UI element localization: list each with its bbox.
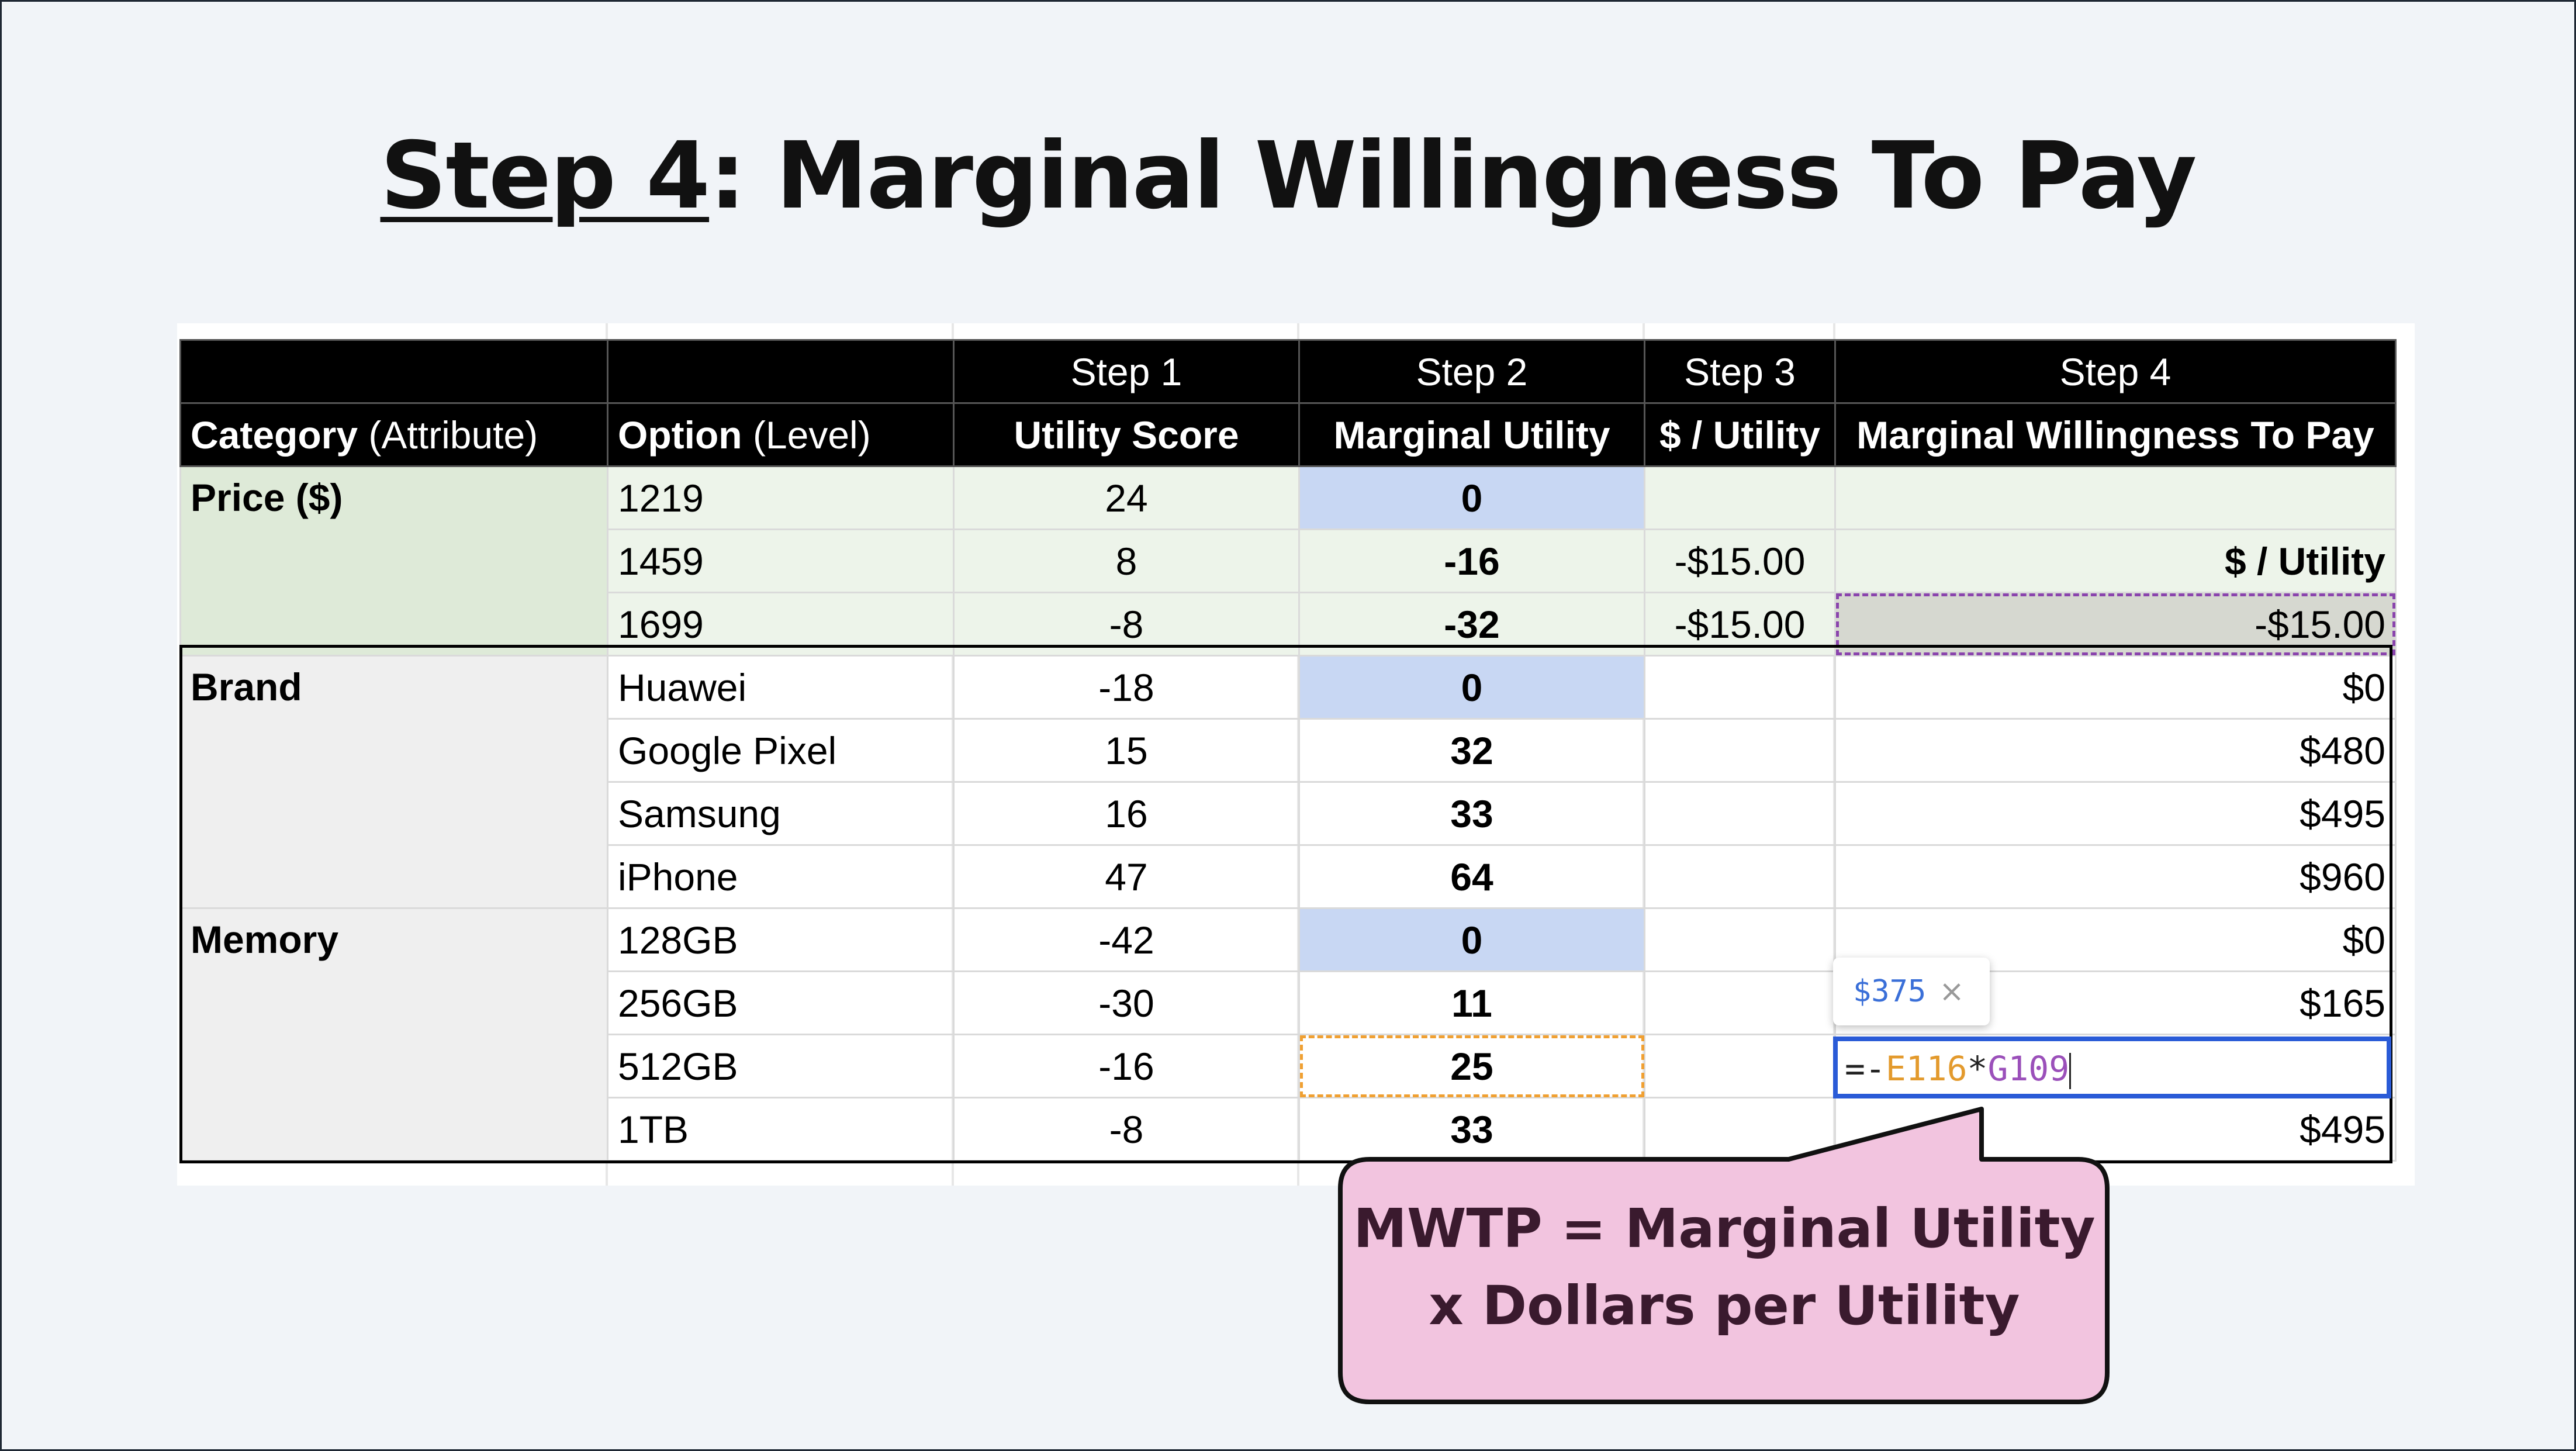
utility-cell[interactable]: -8 [953,1097,1300,1162]
dollar-cell[interactable] [1644,1034,1836,1098]
dollar-cell[interactable] [1644,655,1836,720]
table-row: 1459 8 -16 -$15.00 $ / Utility [181,528,2397,593]
formula-input[interactable]: =-E116*G109 [1833,1037,2391,1098]
tooltip-value: $375 [1853,974,1927,1009]
option-cell[interactable]: Google Pixel [607,718,955,783]
mwtp-referenced-cell[interactable]: -$15.00 [1834,592,2397,657]
utility-cell[interactable]: 24 [953,465,1300,530]
mwtp-cell[interactable]: $495 [1834,781,2397,846]
header-row-columns: Category (Attribute) Option (Level) Util… [179,402,2397,467]
formula-ref-marginal: E116 [1885,1049,1968,1089]
formula-ref-dollar: G109 [1987,1049,2070,1089]
mwtp-cell[interactable]: $960 [1834,844,2397,909]
marginal-cell-baseline[interactable]: 0 [1298,655,1645,720]
mwtp-cell[interactable]: $0 [1834,655,2397,720]
utility-cell[interactable]: 47 [953,844,1300,909]
utility-cell[interactable]: -42 [953,907,1300,972]
category-cell-memory[interactable]: Memory [179,907,608,1162]
dollar-cell[interactable] [1644,844,1836,909]
marginal-cell[interactable]: -16 [1298,528,1645,593]
option-cell[interactable]: 1TB [607,1097,955,1162]
table-row: Samsung 16 33 $495 [181,781,2397,846]
dollar-cell[interactable] [1644,718,1836,783]
callout-text: MWTP = Marginal Utility x Dollars per Uti… [1339,1190,2110,1345]
utility-cell[interactable]: 16 [953,781,1300,846]
marginal-referenced-cell[interactable]: 25 [1298,1034,1645,1098]
marginal-cell[interactable]: 33 [1298,1097,1645,1162]
header-empty [179,339,608,404]
title-step-label: Step 4 [380,122,711,230]
option-cell[interactable]: 512GB [607,1034,955,1098]
page-title: Step 4: Marginal Willingness To Pay [0,130,2576,222]
formula-prefix: =- [1845,1049,1886,1089]
title-text: : Marginal Willingness To Pay [709,122,2197,230]
dollar-cell[interactable] [1644,1097,1836,1162]
utility-cell[interactable]: 15 [953,718,1300,783]
option-cell[interactable]: Samsung [607,781,955,846]
header-dollar-per-utility[interactable]: $ / Utility [1644,402,1836,467]
option-cell[interactable]: 128GB [607,907,955,972]
callout-line-1: MWTP = Marginal Utility [1353,1197,2096,1260]
utility-cell[interactable]: -16 [953,1034,1300,1098]
header-option-label: Option [618,413,742,457]
option-cell[interactable]: 256GB [607,970,955,1035]
header-utility-score[interactable]: Utility Score [953,402,1300,467]
header-category[interactable]: Category (Attribute) [179,402,608,467]
formula-operator: * [1967,1049,1988,1089]
callout-line-2: x Dollars per Utility [1429,1274,2020,1337]
marginal-cell[interactable]: -32 [1298,592,1645,657]
formula-result-tooltip[interactable]: $375 × [1833,958,1990,1025]
marginal-cell[interactable]: 32 [1298,718,1645,783]
table-row: Brand Huawei -18 0 $0 [179,655,2397,909]
option-cell[interactable]: 1699 [607,592,955,657]
mwtp-label-cell[interactable]: $ / Utility [1834,528,2397,593]
header-category-label: Category [191,413,358,457]
header-option-note: (Level) [752,413,871,457]
utility-cell[interactable]: -30 [953,970,1300,1035]
text-caret [2069,1052,2072,1089]
table-row: Google Pixel 15 32 $480 [181,718,2397,783]
utility-cell[interactable]: -8 [953,592,1300,657]
header-step-2[interactable]: Step 2 [1298,339,1645,404]
header-row-steps: Step 1 Step 2 Step 3 Step 4 [179,339,2397,404]
table-row: iPhone 47 64 $960 [181,844,2397,909]
header-step-1[interactable]: Step 1 [953,339,1300,404]
header-mwtp[interactable]: Marginal Willingness To Pay [1834,402,2397,467]
marginal-cell-baseline[interactable]: 0 [1298,465,1645,530]
option-cell[interactable]: 1459 [607,528,955,593]
option-cell[interactable]: iPhone [607,844,955,909]
mwtp-cell[interactable]: $480 [1834,718,2397,783]
dollar-cell[interactable] [1644,907,1836,972]
category-cell-price[interactable]: Price ($) [179,465,608,657]
header-category-note: (Attribute) [368,413,538,457]
mwtp-cell[interactable]: $495 [1834,1097,2397,1162]
utility-cell[interactable]: -18 [953,655,1300,720]
option-cell[interactable]: Huawei [607,655,955,720]
header-option[interactable]: Option (Level) [607,402,955,467]
dollar-cell[interactable]: -$15.00 [1644,528,1836,593]
header-step-3[interactable]: Step 3 [1644,339,1836,404]
utility-cell[interactable]: 8 [953,528,1300,593]
table-row: Memory 128GB -42 0 $0 [179,907,2397,1162]
dollar-cell[interactable] [1644,781,1836,846]
header-marginal-utility[interactable]: Marginal Utility [1298,402,1645,467]
dollar-cell[interactable]: -$15.00 [1644,592,1836,657]
header-step-4[interactable]: Step 4 [1834,339,2397,404]
table-row: Price ($) 1219 24 0 [179,465,2397,657]
dollar-cell[interactable] [1644,970,1836,1035]
marginal-cell[interactable]: 64 [1298,844,1645,909]
mwtp-cell[interactable] [1834,465,2397,530]
category-cell-brand[interactable]: Brand [179,655,608,909]
close-icon[interactable]: × [1939,974,1965,1009]
header-empty [607,339,955,404]
marginal-cell[interactable]: 11 [1298,970,1645,1035]
dollar-cell[interactable] [1644,465,1836,530]
marginal-cell[interactable]: 33 [1298,781,1645,846]
marginal-cell-baseline[interactable]: 0 [1298,907,1645,972]
option-cell[interactable]: 1219 [607,465,955,530]
